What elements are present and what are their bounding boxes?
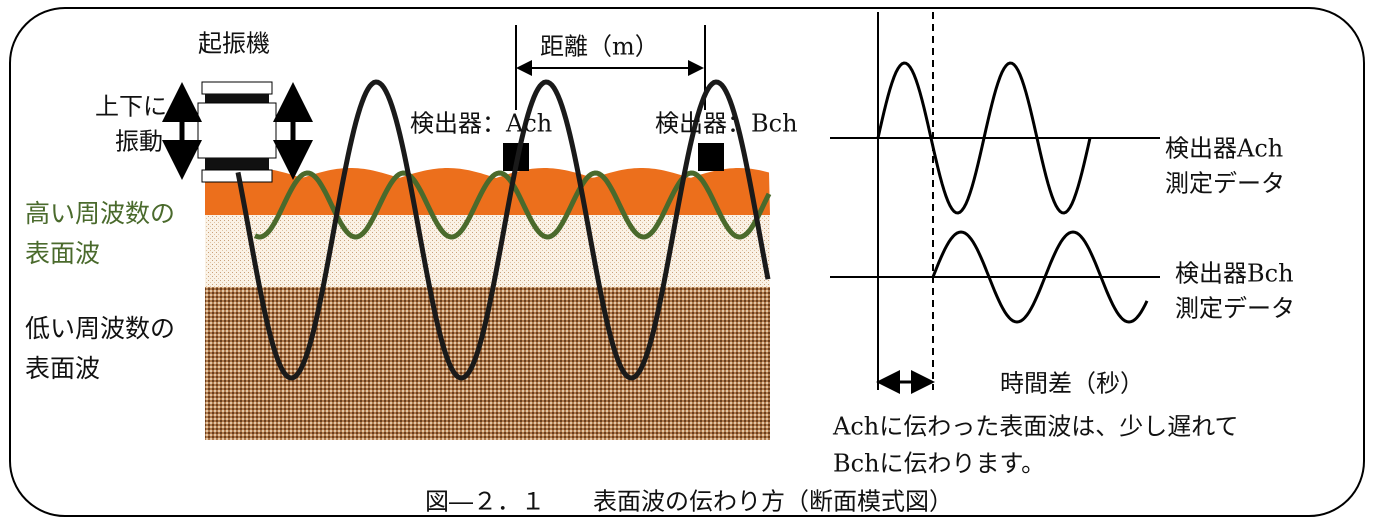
label: Achに伝わった表面波は、少し遅れて (832, 413, 1239, 441)
label: 起振機 (198, 30, 270, 58)
frame (9, 7, 1365, 517)
label: 検出器Ach (1165, 135, 1283, 163)
label: 測定データ (1165, 170, 1285, 198)
label: 時間差（秒） (1000, 370, 1144, 398)
vibrator-machine (162, 81, 313, 183)
label: 測定データ (1175, 295, 1295, 323)
label: 上下に (95, 93, 167, 121)
label: 表面波 (25, 239, 100, 268)
label: Bchに伝わります。 (833, 450, 1045, 478)
label: 振動 (115, 128, 163, 156)
label: 高い周波数の (25, 199, 175, 228)
label: 検出器Bch (1175, 260, 1294, 288)
middle-layer (205, 215, 770, 287)
caption: 図―２．１ 表面波の伝わり方（断面模式図） (425, 488, 953, 516)
signal-plot (830, 12, 1160, 394)
label: 検出器：Ach (410, 110, 552, 138)
low-frequency-wave (235, 79, 771, 381)
label: 低い周波数の (25, 314, 175, 343)
detector-b (698, 143, 724, 171)
label: 距離（m） (540, 33, 659, 61)
label: 検出器：Bch (655, 110, 798, 138)
surface-layer (205, 168, 770, 215)
label: 表面波 (25, 354, 100, 383)
